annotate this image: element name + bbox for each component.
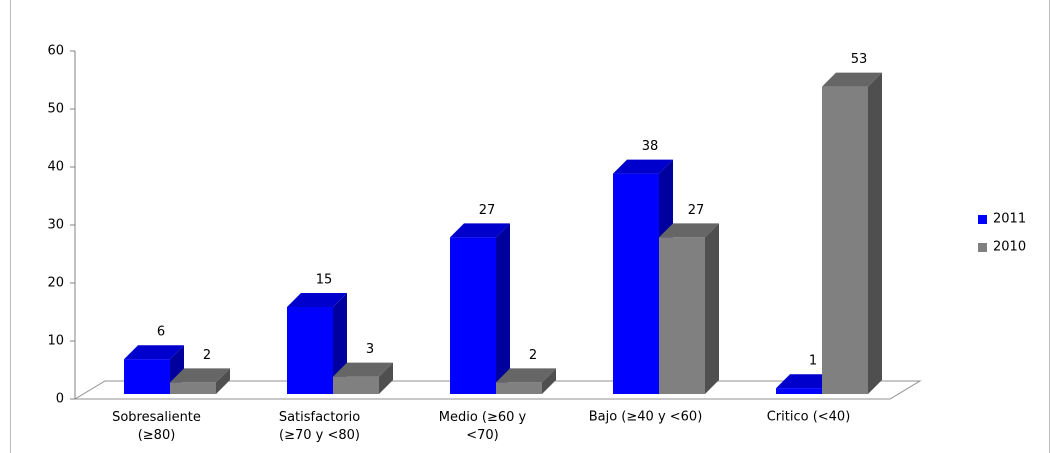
y-tick-label: 30 [47, 218, 64, 233]
data-label: 3 [366, 342, 374, 357]
bar [659, 237, 705, 394]
y-tick-label: 40 [47, 160, 64, 175]
bar-side [868, 72, 882, 394]
bar-top [659, 223, 719, 238]
x-tick-label: Bajo (≥40 y <60) [589, 410, 703, 425]
bar [496, 382, 542, 394]
bar-top [333, 362, 393, 377]
bar-top [496, 368, 556, 383]
data-label: 53 [851, 52, 868, 67]
y-tick-label: 50 [47, 102, 64, 117]
bar-top [822, 72, 882, 87]
bar-side [542, 368, 556, 394]
legend-label: 2010 [993, 240, 1026, 255]
data-label: 6 [157, 325, 165, 340]
bar [124, 359, 170, 394]
bar-top [170, 368, 230, 383]
bar [776, 388, 822, 394]
data-label: 2 [529, 348, 537, 363]
bar-top [287, 293, 347, 307]
bar-top [613, 159, 673, 174]
bar [613, 173, 659, 394]
bar-top [124, 345, 184, 360]
legend-swatch [978, 215, 987, 224]
bar-side [379, 362, 393, 394]
legend-label: 2011 [993, 212, 1026, 227]
bar [822, 86, 868, 394]
x-tick-label: Sobresaliente (≥80) [112, 410, 201, 443]
x-tick-label: Critico (<40) [767, 410, 851, 425]
data-label: 27 [688, 203, 705, 218]
x-tick-label: Medio (≥60 y <70) [439, 410, 527, 443]
x-tick-label: Satisfactorio (≥70 y <80) [279, 410, 360, 443]
data-label: 38 [642, 139, 659, 154]
bar-top [776, 374, 836, 389]
bar-top [450, 223, 510, 238]
bar [450, 237, 496, 394]
data-label: 27 [479, 203, 496, 218]
bar [333, 376, 379, 394]
bar-side [705, 223, 719, 394]
data-label: 15 [316, 273, 333, 288]
y-tick-label: 0 [56, 392, 64, 407]
legend-swatch [978, 243, 987, 252]
y-tick-label: 10 [47, 334, 64, 349]
bar-side [496, 223, 510, 394]
y-tick-label: 20 [47, 276, 64, 291]
data-label: 1 [809, 354, 817, 369]
bar-side [216, 368, 230, 394]
y-tick-label: 60 [47, 44, 64, 59]
data-label: 2 [203, 348, 211, 363]
bar [170, 382, 216, 394]
bar [287, 307, 333, 394]
